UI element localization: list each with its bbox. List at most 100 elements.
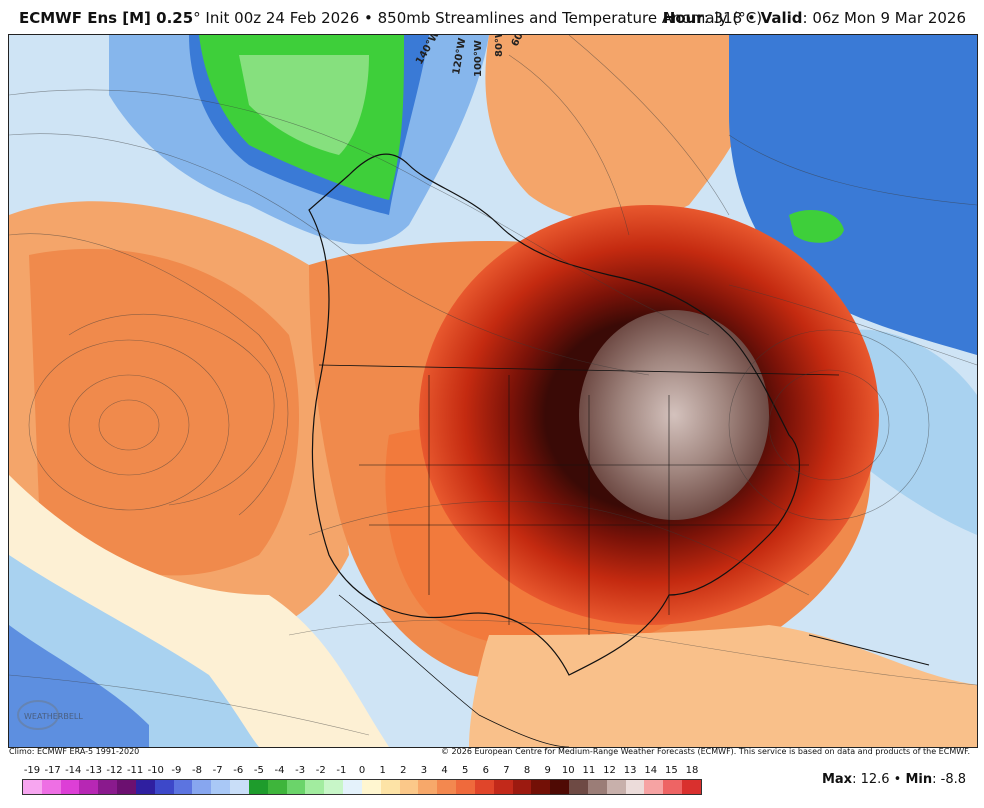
colorbar-tick-label: 13	[623, 765, 637, 776]
colorbar-swatch	[587, 780, 607, 794]
colorbar-tick-label: 12	[603, 765, 616, 776]
colorbar-swatch	[154, 780, 174, 794]
colorbar-tick-label: 3	[420, 765, 428, 776]
colorbar-swatch	[474, 780, 494, 794]
anomaly-map: 140°W 120°W 100°W 80°W 60°W	[9, 35, 977, 747]
max-value: : 12.6 •	[852, 772, 906, 787]
valid-time: Hour: 318 • Valid: 06z Mon 9 Mar 2026	[663, 9, 966, 27]
model-name: ECMWF Ens [M] 0.25	[19, 9, 194, 27]
colorbar	[22, 779, 702, 795]
map-title: ECMWF Ens [M] 0.25° Init 00z 24 Feb 2026…	[19, 9, 762, 27]
colorbar-tick-label: 15	[665, 765, 678, 776]
colorbar-tick-label: -5	[253, 765, 264, 776]
colorbar-tick-label: 6	[482, 765, 489, 776]
colorbar-tick-label: -10	[147, 765, 164, 776]
colorbar-swatch	[60, 780, 80, 794]
colorbar-swatch	[625, 780, 645, 794]
valid-label: Valid	[760, 9, 803, 27]
colorbar-swatch	[343, 780, 362, 794]
colorbar-swatch	[663, 780, 682, 794]
colorbar-swatch	[23, 780, 42, 794]
subtropic-cold-zone	[9, 625, 149, 747]
colorbar-swatch	[399, 780, 419, 794]
colorbar-swatch	[305, 780, 325, 794]
colorbar-swatch	[550, 780, 570, 794]
colorbar-swatch	[324, 780, 344, 794]
colorbar-swatch	[569, 780, 588, 794]
colorbar-tick-label: -12	[106, 765, 123, 776]
colorbar-swatch	[192, 780, 212, 794]
colorbar-swatch	[644, 780, 664, 794]
colorbar-tick-label: 5	[461, 765, 469, 776]
colorbar-tick-label: 10	[561, 765, 575, 776]
colorbar-swatch	[361, 780, 381, 794]
colorbar-swatch	[248, 780, 268, 794]
valid-value: : 06z Mon 9 Mar 2026	[802, 9, 967, 27]
colorbar-swatch	[230, 780, 249, 794]
colorbar-swatch	[41, 780, 61, 794]
colorbar-tick-label: -1	[336, 765, 347, 776]
colorbar-tick-label: 1	[379, 765, 386, 776]
colorbar-swatch	[79, 780, 99, 794]
alaska-cold-core	[239, 55, 369, 155]
init-text: Init 00z 24 Feb 2026 • 850mb Streamlines…	[200, 9, 763, 27]
colorbar-tick-label: 2	[400, 765, 407, 776]
meridian-label-80w: 80°W	[494, 35, 505, 57]
greenland-warm-anomaly	[485, 35, 769, 224]
colorbar-tick-label: 9	[544, 765, 551, 776]
colorbar-tick-label: -7	[212, 765, 223, 776]
caribbean-islands	[808, 634, 930, 666]
max-label: Max	[821, 772, 853, 787]
colorbar-tick-label: -8	[192, 765, 202, 776]
climo-credit: Climo: ECMWF ERA-5 1991-2020	[9, 747, 140, 756]
hour-label: Hour	[662, 9, 704, 27]
colorbar-swatch	[493, 780, 513, 794]
colorbar-swatch	[681, 780, 701, 794]
colorbar-tick-label: -4	[274, 765, 285, 776]
map-panel[interactable]: 140°W 120°W 100°W 80°W 60°W	[8, 34, 978, 748]
colorbar-swatch	[173, 780, 193, 794]
us-canada-border	[318, 364, 840, 376]
streamlines	[9, 35, 977, 736]
gulf-mild-zone	[469, 625, 977, 747]
colorbar-tick-label: 8	[523, 765, 531, 776]
colorbar-swatch	[98, 780, 118, 794]
colorbar-tick-label: 4	[441, 765, 448, 776]
degree-mark: °	[193, 9, 201, 27]
logo-text: WEATHERBELL	[24, 712, 83, 721]
copyright-credit: © 2026 European Centre for Medium-Range …	[441, 747, 970, 756]
min-value: : -8.8	[932, 772, 966, 787]
colorbar-swatch	[135, 780, 155, 794]
atlantic-cold-core	[789, 210, 844, 243]
colorbar-tick-label: -2	[315, 765, 326, 776]
meridian-label-100w: 100°W	[473, 40, 484, 77]
colorbar-swatch	[211, 780, 231, 794]
colorbar-swatch	[380, 780, 400, 794]
max-min-readout: Max: 12.6 • Min: -8.8	[822, 772, 966, 787]
colorbar-swatch	[286, 780, 306, 794]
hour-value: : 318 •	[703, 9, 761, 27]
colorbar-swatch	[606, 780, 626, 794]
colorbar-swatch	[531, 780, 551, 794]
colorbar-tick-label: -3	[295, 765, 306, 776]
colorbar-swatch	[437, 780, 457, 794]
colorbar-swatch	[456, 780, 475, 794]
weatherbell-logo: WEATHERBELL	[14, 695, 94, 735]
colorbar-swatch	[418, 780, 438, 794]
colorbar-tick-label: 18	[685, 765, 699, 776]
colorbar-swatch	[512, 780, 532, 794]
colorbar-tick-label: -11	[126, 765, 144, 776]
colorbar-tick-label: -9	[171, 765, 182, 776]
pacific-warm-core	[29, 248, 299, 576]
colorbar-swatch	[267, 780, 287, 794]
colorbar-tick-label: -19	[23, 765, 41, 776]
colorbar-tick-label: -13	[85, 765, 103, 776]
colorbar-tick-label: -6	[233, 765, 244, 776]
colorbar-tick-label: 14	[644, 765, 658, 776]
colorbar-tick-label: 7	[503, 765, 510, 776]
colorbar-labels: -19 -17 -14 -13 -12 -11 -10 -9 -8 -7 -6 -5 -4 -3 -2 -1 0…	[22, 765, 702, 779]
colorbar-swatch	[117, 780, 136, 794]
state-borders	[359, 375, 809, 635]
colorbar-tick-label: 0	[358, 765, 366, 776]
north-america-outline	[308, 153, 800, 676]
